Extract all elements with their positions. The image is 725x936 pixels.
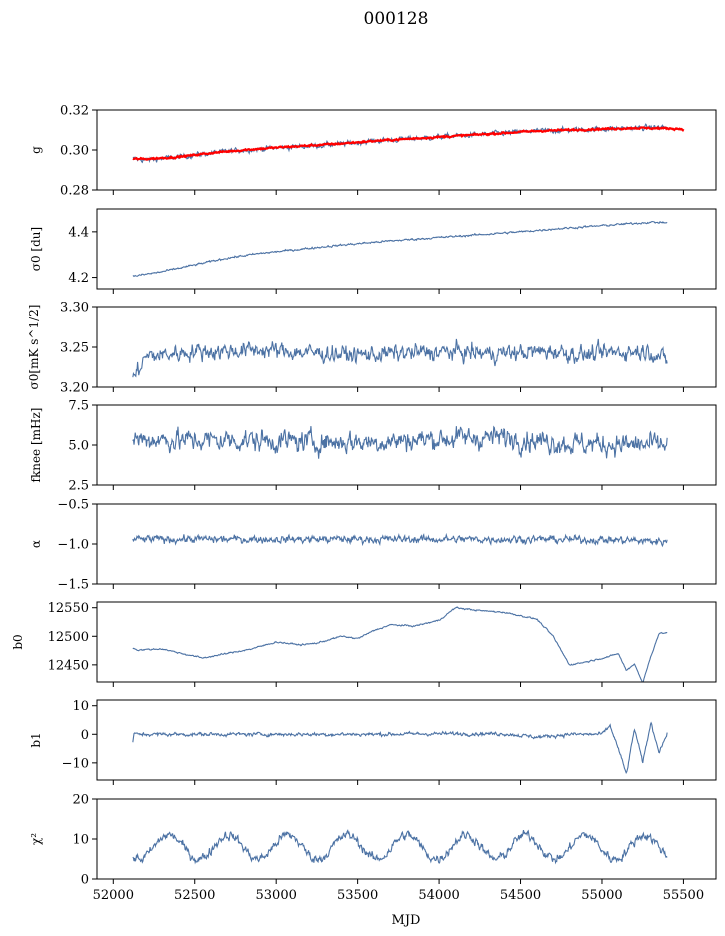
y-tick-label: −1.5 — [57, 578, 89, 593]
y-tick-label: −0.5 — [57, 498, 89, 513]
y-tick-label: 0.28 — [60, 184, 89, 199]
y-tick-label: 3.30 — [60, 301, 89, 316]
y-tick-label: 0 — [81, 728, 89, 743]
panel-frame — [96, 208, 717, 290]
y-tick-label: 4.4 — [68, 225, 89, 240]
y-tick-label: 7.5 — [68, 399, 89, 414]
y-tick-label: 10 — [72, 699, 89, 714]
panel-5: −1.5 −1.0 −0.5 α — [29, 498, 717, 593]
y-axis-label: fknee [mHz] — [29, 408, 43, 483]
x-tick-label: 53000 — [256, 888, 297, 903]
panel-2: 4.2 4.4 σ0 [du] — [29, 208, 717, 294]
y-tick-label: 4.2 — [68, 271, 89, 286]
y-tick-label: 10 — [72, 833, 89, 848]
y-tick-label: 2.5 — [68, 479, 89, 494]
y-tick-label: 0.30 — [60, 144, 89, 159]
series-line-3-1 — [132, 338, 668, 378]
series-line-5-1 — [132, 532, 668, 548]
y-axis-label: σ0 [du] — [29, 227, 43, 271]
panel-6: 12450 12500 12550 b0 — [11, 601, 717, 687]
panel-frame — [96, 798, 717, 880]
panel-4: 2.5 5.0 7.5 fknee [mHz] — [29, 399, 717, 494]
x-tick-label: 53500 — [337, 888, 378, 903]
series-line-4-1 — [132, 425, 668, 459]
x-axis-label: MJD — [392, 913, 421, 928]
series-line-7-1 — [132, 721, 668, 775]
series-line-6-1 — [132, 606, 668, 682]
panel-frame — [96, 699, 717, 781]
panel-frame — [96, 109, 717, 191]
y-tick-label: −1.0 — [57, 538, 89, 553]
y-tick-label: 3.25 — [60, 341, 89, 356]
y-tick-label: 20 — [72, 793, 89, 808]
panel-frame — [96, 306, 717, 388]
y-tick-label: 12550 — [48, 601, 89, 616]
y-axis-label: σ0[mK s^1/2] — [27, 305, 41, 390]
panel-3: 3.20 3.25 3.30 σ0[mK s^1/2] — [27, 301, 717, 396]
panel-7: −10 0 10 b1 — [29, 699, 717, 785]
y-tick-label: −10 — [62, 756, 89, 771]
y-tick-label: 0 — [81, 873, 89, 888]
x-tick-label: 52000 — [93, 888, 134, 903]
y-axis-label: b1 — [29, 732, 43, 747]
y-tick-label: 0.32 — [60, 104, 89, 119]
y-tick-label: 12450 — [48, 658, 89, 673]
panel-1: 0.28 0.30 0.32 g — [29, 104, 717, 199]
y-tick-label: 5.0 — [68, 439, 89, 454]
y-axis-label: χ² — [29, 833, 43, 845]
y-axis-label: b0 — [11, 634, 25, 649]
x-tick-label: 55000 — [581, 888, 622, 903]
series-line-2-1 — [132, 220, 668, 278]
panels: 0.28 0.30 0.32 g 4.2 4.4 σ0 [du] 3.20 3.25 3.30 σ0… — [11, 104, 717, 903]
x-tick-label: 52500 — [174, 888, 215, 903]
y-tick-label: 3.20 — [60, 381, 89, 396]
series-line-1-2 — [132, 126, 685, 161]
y-axis-label: g — [29, 146, 43, 154]
y-tick-label: 12500 — [48, 630, 89, 645]
x-tick-label: 54000 — [418, 888, 459, 903]
figure-title: 000128 — [364, 9, 429, 29]
panel-frame — [96, 601, 717, 683]
y-axis-label: α — [29, 540, 43, 548]
x-tick-label: 55500 — [663, 888, 704, 903]
series-line-8-1 — [132, 829, 668, 865]
panel-8: 0 10 20 52000 52500 53000 53500 54000 54500 55000… — [29, 793, 717, 903]
x-tick-label: 54500 — [500, 888, 541, 903]
